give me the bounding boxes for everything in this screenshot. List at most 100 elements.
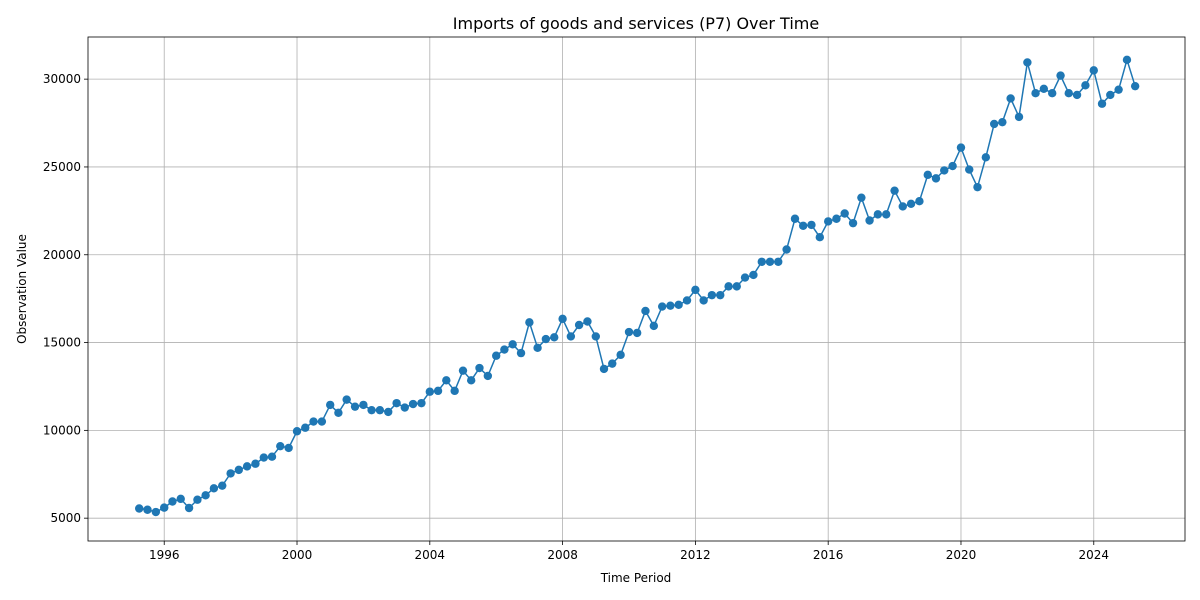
data-point bbox=[1130, 81, 1140, 91]
data-point bbox=[790, 214, 800, 223]
data-point bbox=[798, 221, 808, 230]
data-point bbox=[649, 321, 659, 331]
data-point bbox=[1031, 89, 1040, 98]
plot-area bbox=[87, 36, 1186, 542]
y-tick-label: 30000 bbox=[43, 72, 81, 86]
y-axis-label: Observation Value bbox=[15, 234, 29, 344]
data-point bbox=[616, 350, 625, 360]
data-point bbox=[284, 443, 293, 453]
data-point bbox=[931, 174, 941, 183]
data-point bbox=[923, 170, 932, 180]
data-point bbox=[516, 348, 526, 358]
data-point bbox=[425, 387, 435, 396]
y-axis-ticks: 5000 10000 15000 20000 25000 30000 bbox=[43, 72, 88, 525]
data-point bbox=[301, 423, 310, 432]
data-point bbox=[184, 503, 194, 513]
data-point bbox=[168, 497, 177, 506]
data-point bbox=[657, 302, 667, 311]
data-point bbox=[981, 153, 991, 162]
data-point bbox=[1081, 81, 1090, 90]
data-point bbox=[1122, 55, 1132, 65]
data-point bbox=[135, 504, 144, 513]
x-axis-ticks: 1996 2000 2004 2008 2012 2016 2020 2024 bbox=[149, 541, 1109, 562]
data-point bbox=[782, 245, 791, 254]
data-point bbox=[815, 233, 825, 242]
data-point bbox=[450, 386, 459, 396]
data-point bbox=[1064, 89, 1073, 98]
data-point bbox=[906, 199, 916, 209]
data-point bbox=[417, 398, 426, 408]
data-point bbox=[292, 427, 302, 436]
data-point bbox=[334, 408, 343, 417]
x-tick-label: 2012 bbox=[680, 548, 711, 562]
data-point bbox=[1006, 94, 1015, 103]
data-point bbox=[317, 417, 327, 426]
data-point bbox=[1114, 85, 1123, 94]
data-point bbox=[408, 399, 418, 409]
data-points bbox=[135, 55, 1140, 517]
data-point bbox=[691, 285, 700, 295]
data-point bbox=[1039, 84, 1049, 94]
data-point bbox=[342, 395, 351, 404]
data-point bbox=[973, 182, 982, 192]
data-point bbox=[500, 345, 509, 354]
data-point bbox=[541, 334, 551, 344]
x-tick-label: 2000 bbox=[282, 548, 313, 562]
data-point bbox=[392, 398, 401, 408]
data-point bbox=[823, 217, 833, 226]
y-tick-label: 5000 bbox=[50, 511, 81, 525]
data-point bbox=[632, 328, 642, 338]
data-point bbox=[915, 197, 924, 206]
data-point bbox=[533, 343, 542, 353]
data-point bbox=[367, 405, 376, 415]
data-point bbox=[699, 296, 708, 305]
data-point bbox=[350, 402, 360, 411]
data-point bbox=[160, 503, 169, 512]
data-point bbox=[1072, 90, 1082, 100]
data-point bbox=[251, 459, 260, 468]
data-point bbox=[707, 290, 717, 300]
y-tick-label: 15000 bbox=[43, 336, 81, 350]
data-point bbox=[832, 214, 841, 223]
data-point bbox=[873, 210, 883, 219]
data-point bbox=[375, 405, 385, 415]
y-tick-label: 10000 bbox=[43, 423, 81, 437]
data-point bbox=[458, 366, 468, 375]
data-point bbox=[948, 161, 957, 171]
data-point bbox=[276, 441, 285, 451]
data-point bbox=[242, 462, 252, 471]
data-point bbox=[201, 491, 210, 500]
data-point bbox=[384, 407, 393, 417]
data-point bbox=[483, 371, 493, 381]
data-point bbox=[492, 351, 501, 360]
data-point bbox=[259, 453, 269, 462]
data-point bbox=[176, 494, 185, 504]
data-point bbox=[757, 257, 766, 266]
data-point bbox=[550, 333, 559, 342]
data-point bbox=[882, 210, 891, 219]
data-point bbox=[267, 452, 277, 461]
data-point bbox=[890, 186, 899, 195]
data-point bbox=[574, 320, 584, 330]
data-point bbox=[865, 216, 874, 225]
data-point bbox=[608, 359, 617, 368]
data-point bbox=[1106, 90, 1115, 100]
x-tick-label: 2004 bbox=[415, 548, 446, 562]
x-tick-label: 1996 bbox=[149, 548, 180, 562]
data-point bbox=[774, 257, 783, 266]
data-point bbox=[466, 376, 476, 385]
data-point bbox=[591, 332, 600, 341]
data-point bbox=[1014, 112, 1024, 122]
x-axis-label: Time Period bbox=[600, 571, 672, 585]
data-point bbox=[956, 143, 966, 152]
data-point bbox=[848, 218, 858, 228]
data-point bbox=[998, 117, 1007, 127]
data-point bbox=[940, 166, 949, 175]
data-point bbox=[989, 119, 999, 129]
data-point bbox=[508, 340, 517, 349]
data-point bbox=[151, 507, 161, 517]
data-point bbox=[857, 193, 866, 202]
x-tick-label: 2024 bbox=[1078, 548, 1109, 562]
